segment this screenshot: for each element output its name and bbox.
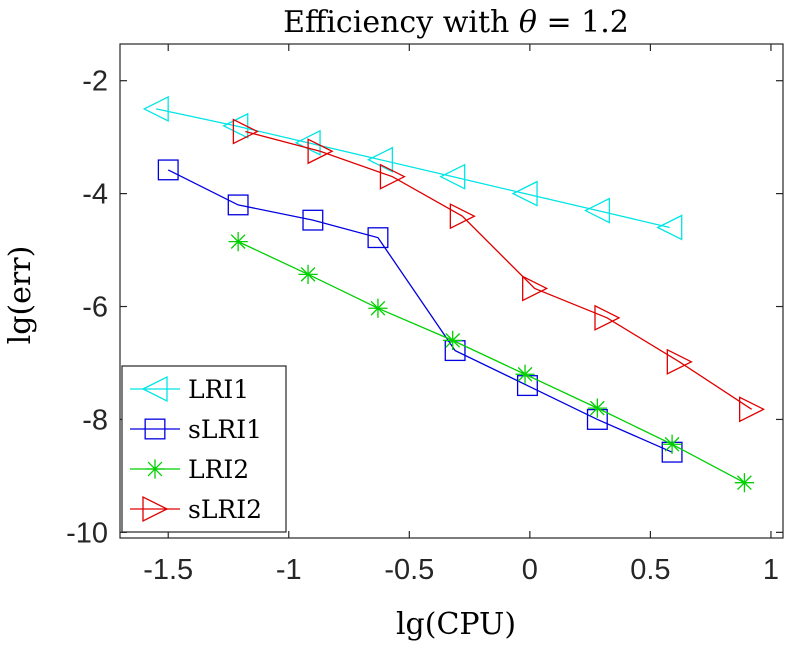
data-point-sLRI2	[666, 348, 693, 375]
chart-title: Efficiency with θ = 1.2	[283, 5, 629, 40]
x-tick-label: -1	[276, 554, 302, 586]
data-point-LRI1	[511, 180, 538, 207]
data-point-LRI2	[443, 330, 463, 350]
legend-marker-sLRI2	[142, 495, 169, 523]
series-LRI1	[142, 95, 683, 241]
data-point-LRI1	[222, 112, 249, 139]
data-point-LRI2	[662, 434, 682, 454]
x-tick-label: -1.5	[143, 554, 193, 586]
legend-label-sLRI2: sLRI2	[188, 495, 262, 524]
series-sLRI2	[232, 118, 766, 423]
data-point-LRI2	[587, 398, 607, 418]
y-tick-label: -4	[82, 179, 108, 211]
plot-frame	[119, 43, 784, 539]
data-point-LRI1	[656, 214, 683, 241]
legend-marker-LRI1	[141, 375, 168, 403]
data-point-LRI2	[228, 232, 248, 252]
y-axis-label: lg(err)	[3, 246, 38, 345]
data-point-sLRI1	[227, 194, 249, 216]
x-axis-label: lg(CPU)	[396, 607, 516, 642]
y-tick-label: -10	[66, 517, 108, 549]
legend-box	[121, 365, 287, 533]
legend: LRI1 sLRI1 LRI2 sLRI2	[121, 365, 287, 533]
data-point-LRI2	[734, 473, 755, 493]
data-point-sLRI2	[307, 138, 334, 165]
x-tick-label: 1	[763, 554, 779, 586]
series-line-sLRI2	[245, 130, 753, 410]
data-point-sLRI2	[449, 203, 476, 230]
data-point-sLRI1	[157, 159, 179, 181]
data-point-sLRI2	[739, 396, 766, 423]
y-tick-label: -8	[82, 404, 108, 436]
x-tick-label: -0.5	[384, 554, 434, 586]
legend-marker-sLRI1	[144, 418, 166, 440]
legend-label-LRI2: LRI2	[188, 455, 249, 484]
y-tick-label: -6	[82, 292, 108, 324]
x-tick-label: 0	[522, 554, 538, 586]
data-point-LRI1	[583, 197, 611, 224]
data-point-LRI2	[515, 364, 535, 384]
data-point-sLRI1	[302, 209, 324, 231]
data-point-sLRI2	[379, 163, 406, 190]
series-LRI2	[228, 232, 755, 493]
legend-label-sLRI1: sLRI1	[188, 415, 262, 444]
legend-label-LRI1: LRI1	[188, 375, 249, 404]
y-tick-label: -2	[82, 66, 108, 98]
legend-marker-LRI2	[145, 459, 165, 479]
data-point-LRI2	[298, 264, 318, 284]
data-point-LRI1	[439, 163, 466, 190]
data-point-sLRI2	[594, 304, 621, 331]
x-tick-label: 0.5	[630, 554, 670, 586]
data-point-sLRI2	[522, 275, 549, 302]
data-point-LRI1	[142, 95, 169, 122]
data-point-LRI2	[368, 298, 388, 318]
data-point-sLRI2	[232, 118, 259, 145]
data-point-sLRI1	[367, 227, 389, 249]
series-line-sLRI1	[167, 169, 673, 453]
series-line-LRI2	[237, 241, 745, 484]
